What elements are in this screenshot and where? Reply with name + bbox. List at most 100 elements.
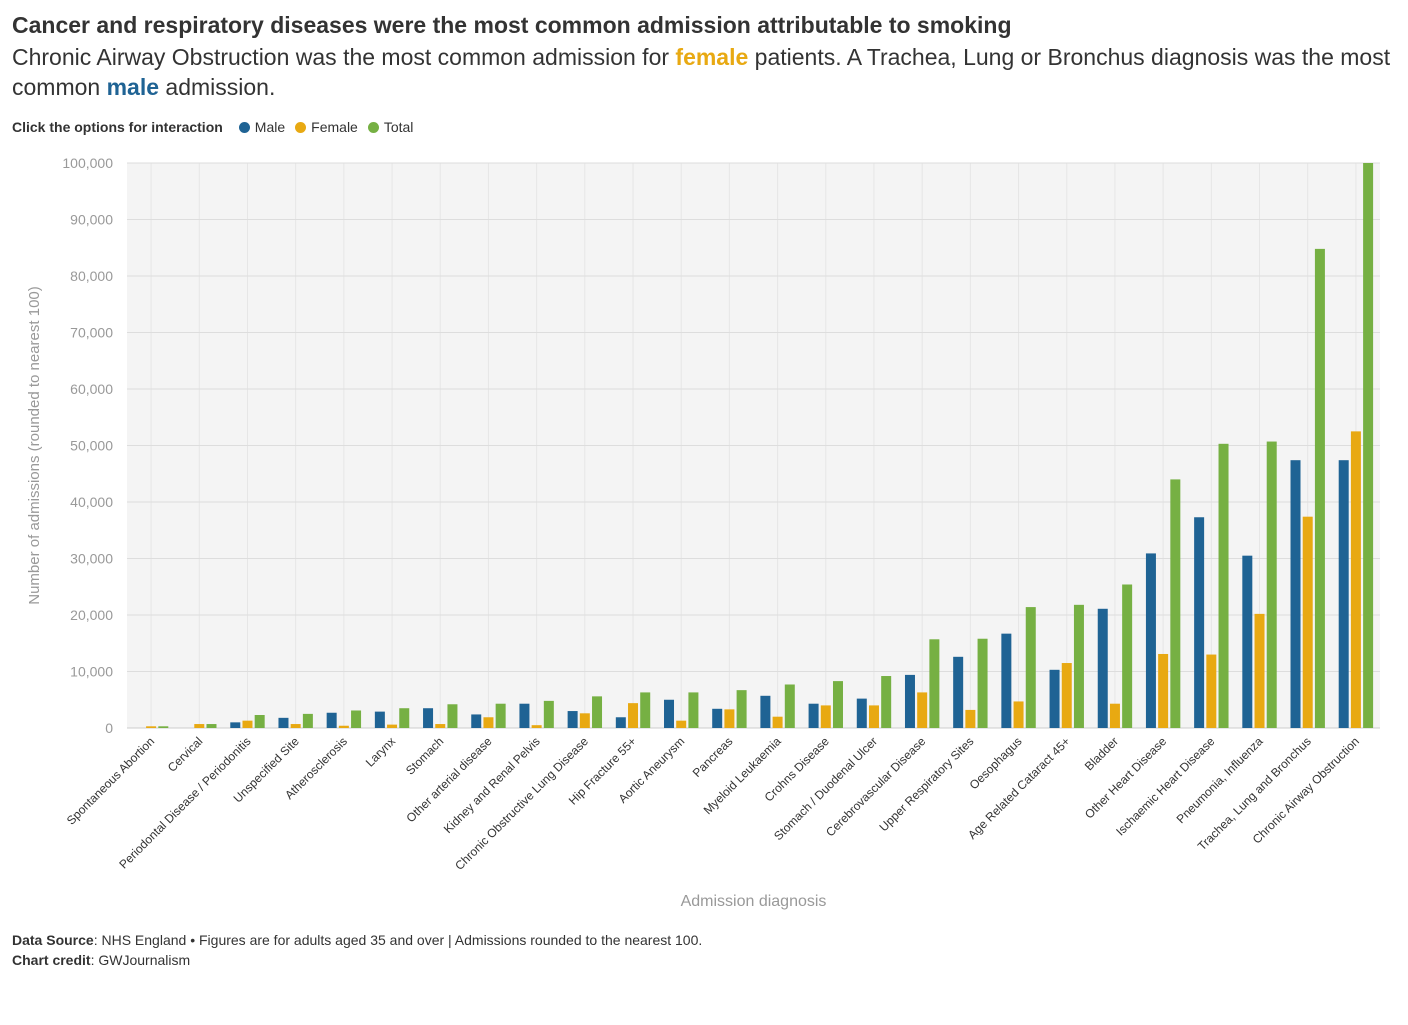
- bar-total[interactable]: [688, 692, 699, 728]
- bar-female[interactable]: [338, 725, 349, 728]
- bar-female[interactable]: [1302, 516, 1313, 728]
- y-tick-label: 40,000: [70, 494, 113, 510]
- bar-total[interactable]: [495, 703, 506, 728]
- bar-female[interactable]: [290, 724, 301, 728]
- bar-female[interactable]: [724, 709, 735, 728]
- bar-total[interactable]: [784, 684, 795, 728]
- bar-female[interactable]: [1109, 703, 1120, 728]
- bar-female[interactable]: [917, 692, 928, 728]
- bar-female[interactable]: [1254, 613, 1265, 728]
- bar-male[interactable]: [326, 712, 337, 728]
- bar-male[interactable]: [856, 698, 867, 728]
- bar-male[interactable]: [1145, 553, 1156, 728]
- x-tick-label: Spontaneous Abortion: [64, 734, 157, 827]
- y-axis-title: Number of admissions (rounded to nearest…: [26, 286, 43, 605]
- bar-male[interactable]: [519, 703, 530, 728]
- bar-female[interactable]: [387, 724, 398, 728]
- data-source-label: Data Source: [12, 932, 94, 948]
- bar-male[interactable]: [615, 717, 626, 728]
- bar-male[interactable]: [712, 708, 723, 728]
- bar-total[interactable]: [351, 710, 362, 728]
- bar-female[interactable]: [435, 724, 446, 728]
- legend-label-female: Female: [311, 119, 358, 135]
- legend-item-female[interactable]: Female: [295, 119, 358, 135]
- chart-credit-label: Chart credit: [12, 952, 91, 968]
- bar-total[interactable]: [1025, 607, 1036, 728]
- chart-title: Cancer and respiratory diseases were the…: [12, 12, 1012, 38]
- bar-total[interactable]: [1170, 479, 1181, 728]
- bar-total[interactable]: [977, 638, 988, 728]
- x-tick-label: Kidney and Renal Pelvis: [441, 734, 543, 836]
- bar-male[interactable]: [278, 717, 289, 728]
- legend-swatch-total: [367, 121, 379, 133]
- y-tick-label: 80,000: [70, 268, 113, 284]
- bar-male[interactable]: [471, 714, 482, 728]
- bar-total[interactable]: [1122, 584, 1133, 728]
- bar-female[interactable]: [579, 713, 590, 728]
- bar-total[interactable]: [1363, 163, 1374, 728]
- bar-female[interactable]: [1013, 701, 1024, 728]
- x-tick-label: Other arterial disease: [404, 734, 495, 825]
- bar-total[interactable]: [592, 696, 603, 728]
- bar-female[interactable]: [676, 720, 687, 728]
- bar-male[interactable]: [904, 674, 915, 728]
- bar-female[interactable]: [868, 705, 879, 728]
- bar-male[interactable]: [567, 711, 578, 728]
- y-tick-label: 100,000: [62, 155, 113, 171]
- subtitle-text-1: Chronic Airway Obstruction was the most …: [12, 44, 676, 70]
- bar-male[interactable]: [230, 722, 241, 728]
- bar-female[interactable]: [531, 725, 542, 728]
- legend-item-male[interactable]: Male: [238, 119, 285, 135]
- bar-male[interactable]: [1097, 608, 1108, 728]
- x-axis-title: Admission diagnosis: [681, 893, 827, 910]
- bar-total[interactable]: [447, 704, 458, 728]
- data-source-line: Data Source: NHS England • Figures are f…: [12, 930, 702, 950]
- bar-male[interactable]: [760, 695, 771, 728]
- bar-total[interactable]: [929, 639, 940, 728]
- y-tick-label: 10,000: [70, 664, 113, 680]
- bar-total[interactable]: [543, 700, 554, 728]
- bar-male[interactable]: [1194, 517, 1205, 728]
- bar-female[interactable]: [194, 724, 205, 728]
- subtitle-text-2: patients. A Trachea, Lung or Bronchus di…: [12, 44, 1391, 100]
- bar-female[interactable]: [1158, 653, 1169, 728]
- bar-male[interactable]: [1049, 669, 1060, 728]
- bar-male[interactable]: [1338, 460, 1349, 728]
- bar-total[interactable]: [158, 726, 169, 728]
- bar-total[interactable]: [254, 715, 265, 728]
- bar-female[interactable]: [820, 705, 831, 728]
- bar-total[interactable]: [1266, 441, 1277, 728]
- bar-female[interactable]: [628, 703, 639, 728]
- bar-male[interactable]: [953, 656, 964, 728]
- bar-total[interactable]: [1314, 248, 1325, 728]
- bar-female[interactable]: [146, 726, 157, 728]
- bar-total[interactable]: [640, 692, 651, 728]
- x-tick-label: Cervical: [165, 734, 206, 775]
- bar-female[interactable]: [1350, 431, 1361, 728]
- bar-female[interactable]: [772, 716, 783, 728]
- bar-male[interactable]: [1001, 633, 1012, 728]
- bar-male[interactable]: [374, 711, 385, 728]
- bar-chart: 0 10,000 20,000 30,000 40,000 50,000 60,000 70,…: [26, 155, 1380, 910]
- legend-item-total[interactable]: Total: [367, 119, 413, 135]
- bar-male[interactable]: [1290, 460, 1301, 728]
- bar-female[interactable]: [1206, 654, 1217, 728]
- bar-male[interactable]: [423, 708, 434, 728]
- bar-female[interactable]: [242, 720, 253, 728]
- bar-female[interactable]: [965, 709, 976, 728]
- bar-total[interactable]: [881, 676, 892, 728]
- bar-male[interactable]: [808, 703, 819, 728]
- bar-female[interactable]: [483, 717, 494, 728]
- chart-footer: Data Source: NHS England • Figures are f…: [12, 930, 702, 970]
- bar-total[interactable]: [302, 713, 313, 728]
- bar-total[interactable]: [206, 724, 217, 728]
- bar-total[interactable]: [1073, 604, 1084, 728]
- bar-male[interactable]: [1242, 555, 1253, 728]
- bar-total[interactable]: [1218, 443, 1229, 728]
- bar-total[interactable]: [832, 681, 843, 728]
- bar-male[interactable]: [664, 699, 675, 728]
- bar-female[interactable]: [1061, 663, 1072, 728]
- bar-total[interactable]: [399, 708, 410, 728]
- bar-total[interactable]: [736, 690, 747, 728]
- legend-title: Click the options for interaction: [12, 119, 223, 135]
